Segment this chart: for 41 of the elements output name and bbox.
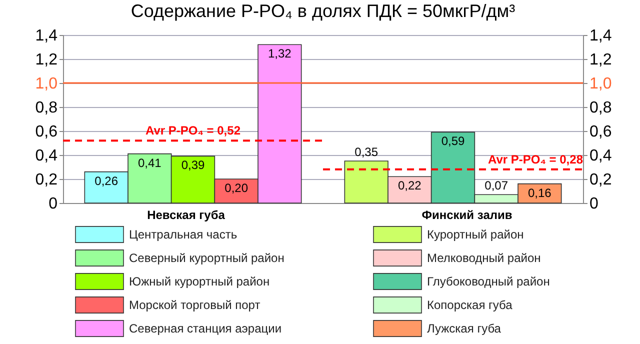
text: Финский залив [422, 208, 512, 222]
y-tick-label: 0,6 [35, 124, 58, 140]
ref-line-label: Avr P-PO₄ = 0,28 [488, 152, 584, 166]
data-label: 0,22 [398, 178, 422, 193]
y-tick-label: 0,8 [35, 100, 58, 116]
legend-label: Лужская губа [427, 322, 502, 336]
y2-tick-label: 1,4 [590, 28, 612, 44]
y2-tick-label: 0 [590, 196, 598, 212]
data-label: 0,59 [441, 134, 465, 148]
y2-tick-label: 0,8 [590, 100, 612, 116]
ref-line-label: Avr P-PO₄ = 0,52 [146, 124, 241, 138]
chart-title: Содержание P-PO₄ в долях ПДК = 50мкгР/дм³ [130, 1, 516, 21]
legend-label: Южный курортный район [129, 274, 270, 288]
y2-tick-label: 0,2 [590, 172, 612, 188]
legend-label: Морской торговый порт [129, 298, 261, 312]
y-tick-label: 0 [48, 196, 58, 212]
y2-tick-label: 1,0 [590, 76, 612, 92]
y-tick-label: 0,2 [35, 172, 58, 188]
y-tick-label: 1,0 [35, 76, 58, 92]
data-label: 1,32 [268, 46, 292, 61]
y-tick-label: 0,4 [35, 148, 58, 164]
data-label: 0,20 [224, 181, 248, 195]
legend-label: Мелководный район [427, 251, 541, 265]
y2-tick-label: 1,2 [590, 52, 612, 68]
legend-label: Глубоководный район [427, 274, 550, 288]
y-tick-label: 1,4 [35, 28, 58, 44]
y-tick-label: 1,2 [35, 52, 58, 68]
legend-label: Северный курортный район [129, 251, 284, 265]
legend-label: Курортный район [427, 228, 524, 242]
data-label: 0,07 [484, 178, 508, 193]
legend-label: Центральная часть [129, 228, 238, 242]
y2-tick-label: 0,6 [590, 124, 612, 140]
text: Невская губа [147, 208, 226, 222]
data-label: 0,35 [354, 145, 378, 159]
data-label: 0,41 [138, 156, 162, 170]
data-label: 0,16 [528, 186, 552, 200]
legend-label: Северная станция аэрации [129, 322, 282, 336]
legend-label: Копорская губа [427, 298, 513, 312]
data-label: 0,39 [181, 158, 205, 172]
y2-tick-label: 0,4 [590, 148, 612, 164]
data-label: 0,26 [94, 174, 118, 188]
